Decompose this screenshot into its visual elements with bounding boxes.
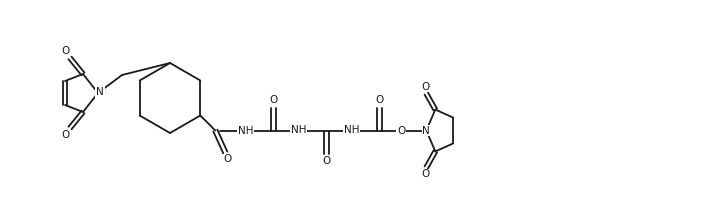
Text: NH: NH — [344, 125, 359, 135]
Text: O: O — [269, 95, 277, 104]
Text: O: O — [223, 154, 232, 165]
Text: O: O — [322, 157, 331, 166]
Text: NH: NH — [290, 125, 306, 135]
Text: N: N — [96, 87, 104, 97]
Text: N: N — [422, 125, 430, 136]
Text: O: O — [421, 169, 430, 179]
Text: O: O — [421, 82, 430, 92]
Text: O: O — [375, 95, 383, 104]
Text: O: O — [397, 125, 406, 136]
Text: O: O — [61, 46, 69, 56]
Text: O: O — [61, 130, 69, 140]
Text: NH: NH — [238, 125, 253, 136]
